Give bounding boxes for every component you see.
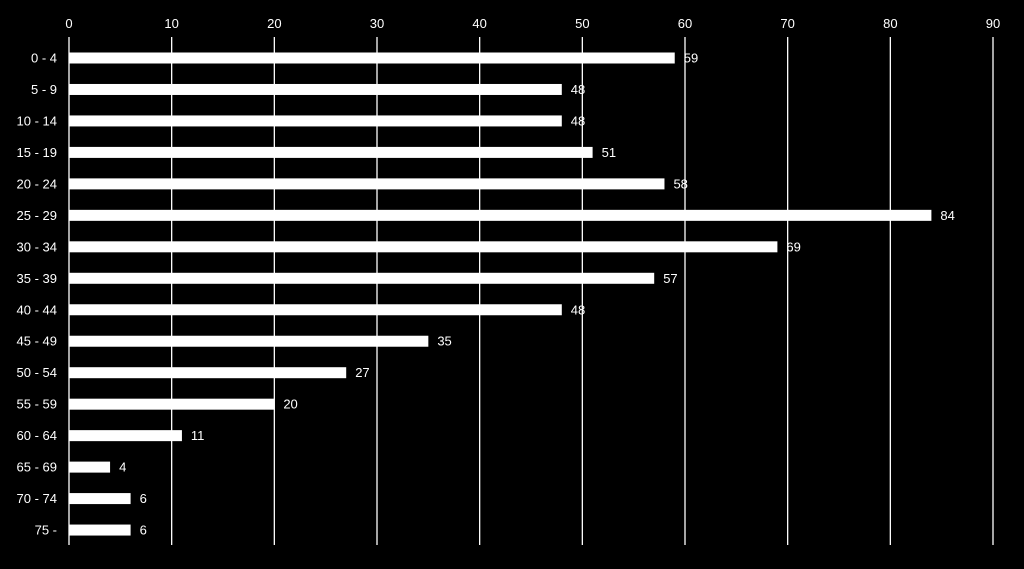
category-label: 30 - 34 (17, 239, 57, 254)
bar (69, 493, 131, 505)
data-label: 35 (437, 334, 451, 349)
data-label: 51 (602, 145, 616, 160)
data-labels: 59 48 48 51 58 84 69 57 48 35 27 20 11 4 6 6 (119, 51, 955, 538)
data-label: 84 (940, 208, 954, 223)
bar (69, 272, 655, 284)
category-label: 70 - 74 (17, 491, 57, 506)
category-label: 40 - 44 (17, 302, 57, 317)
data-label: 48 (571, 302, 585, 317)
x-tick-label: 10 (164, 16, 178, 31)
bar (69, 398, 275, 410)
category-label: 25 - 29 (17, 208, 57, 223)
category-label: 65 - 69 (17, 460, 57, 475)
data-label: 11 (191, 428, 205, 443)
x-tick-label: 0 (65, 16, 72, 31)
x-tick-label: 40 (472, 16, 486, 31)
bar (69, 146, 593, 158)
bar (69, 241, 778, 253)
data-label: 20 (283, 397, 297, 412)
bar (69, 52, 675, 64)
data-label: 48 (571, 113, 585, 128)
gridlines (68, 37, 994, 545)
data-label: 69 (786, 239, 800, 254)
bars (69, 52, 932, 536)
data-label: 4 (119, 460, 126, 475)
data-label: 27 (355, 365, 369, 380)
category-label: 20 - 24 (17, 176, 57, 191)
category-label: 60 - 64 (17, 428, 57, 443)
category-label: 15 - 19 (17, 145, 57, 160)
bar (69, 115, 562, 127)
bar (69, 335, 429, 347)
data-label: 48 (571, 82, 585, 97)
bar (69, 304, 562, 316)
bar (69, 83, 562, 95)
x-tick-label: 30 (370, 16, 384, 31)
bar (69, 209, 932, 221)
x-tick-label: 80 (883, 16, 897, 31)
bar (69, 524, 131, 536)
x-tick-label: 60 (678, 16, 692, 31)
category-label: 45 - 49 (17, 334, 57, 349)
data-label: 58 (673, 176, 687, 191)
data-label: 57 (663, 271, 677, 286)
x-tick-label: 70 (780, 16, 794, 31)
bar (69, 430, 182, 442)
category-label: 55 - 59 (17, 397, 57, 412)
x-tick-label: 50 (575, 16, 589, 31)
x-axis: 0 10 20 30 40 50 60 70 80 90 (65, 16, 1000, 31)
category-label: 0 - 4 (31, 51, 57, 66)
data-label: 6 (140, 523, 147, 538)
x-tick-label: 20 (267, 16, 281, 31)
data-label: 6 (140, 491, 147, 506)
category-label: 10 - 14 (17, 113, 57, 128)
x-tick-label: 90 (986, 16, 1000, 31)
bar (69, 367, 347, 379)
bar (69, 178, 665, 190)
category-labels: 0 - 4 5 - 9 10 - 14 15 - 19 20 - 24 25 - 29 30… (17, 51, 57, 538)
data-label: 59 (684, 51, 698, 66)
category-label: 5 - 9 (31, 82, 57, 97)
category-label: 50 - 54 (17, 365, 57, 380)
category-label: 75 - (35, 523, 57, 538)
category-label: 35 - 39 (17, 271, 57, 286)
bar (69, 461, 111, 473)
